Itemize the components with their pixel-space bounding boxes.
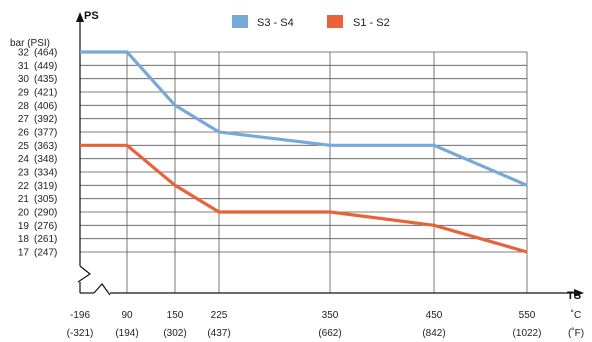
y-tick-label-psi: (334) [34,168,57,179]
y-tick-label-bar: 18 [18,234,30,245]
x-axis-title: TS [567,290,581,302]
y-tick-label-bar: 17 [18,248,30,259]
y-tick-label-bar: 23 [18,168,30,179]
y-tick-label-psi: (377) [34,128,57,139]
y-tick-label-bar: 29 [18,88,30,99]
y-axis-arrow [76,12,84,22]
series-line-1 [80,143,528,254]
y-tick-label-psi: (290) [34,208,57,219]
y-axis-unit-label: bar (PSI) [10,38,50,49]
y-tick-label-bar: 32 [18,48,30,59]
labels: PS bar (PSI) TS 32 (464) 31 (449) 30 (435) 29 (421… [10,10,584,339]
y-tick-label-psi: (348) [34,154,57,165]
axes [76,12,584,297]
x-tick-label-c: 90 [121,310,133,321]
series [80,50,528,254]
y-tick-label-psi: (261) [34,234,57,245]
y-tick-label-psi: (319) [34,181,57,192]
y-tick-label-psi: (464) [34,48,57,59]
y-tick-label-bar: 21 [18,194,30,205]
y-tick-label-bar: 26 [18,128,30,139]
y-tick-label-bar: 20 [18,208,30,219]
y-tick-label-bar: 28 [18,101,30,112]
x-tick-label-f: (-321) [67,328,94,339]
y-tick-label-psi: (247) [34,248,57,259]
y-tick-label-psi: (406) [34,101,57,112]
y-tick-label-psi: (421) [34,88,57,99]
y-tick-label-bar: 30 [18,74,30,85]
y-tick-label-psi: (363) [34,141,57,152]
x-tick-label-c: 150 [167,310,184,321]
x-tick-label-c: 225 [211,310,228,321]
y-axis-title: PS [84,10,99,22]
x-tick-label-f: (437) [207,328,230,339]
x-tick-label-c: 350 [322,310,339,321]
y-tick-label-psi: (449) [34,61,57,72]
y-tick-label-bar: 25 [18,141,30,152]
x-axis-break [93,283,111,296]
y-tick-label-psi: (435) [34,74,57,85]
legend: S3 - S4 S1 - S2 [232,15,390,29]
y-tick-label-bar: 22 [18,181,30,192]
x-tick-label-f: (194) [115,328,138,339]
legend-label-1: S1 - S2 [353,17,390,29]
x-tick-label-f: (1022) [513,328,542,339]
legend-label-0: S3 - S4 [257,17,294,29]
y-tick-label-psi: (276) [34,221,57,232]
y-tick-label-bar: 19 [18,221,30,232]
legend-swatch-0 [232,15,248,28]
x-tick-label-c: 450 [426,310,443,321]
series-line-0 [80,50,528,187]
y-tick-label-bar: 31 [18,61,30,72]
x-tick-label-f: (302) [163,328,186,339]
y-tick-label-psi: (305) [34,194,57,205]
y-tick-label-bar: 27 [18,114,30,125]
legend-swatch-1 [327,15,343,28]
x-axis-arrow [574,289,584,297]
x-tick-label-f: (662) [318,328,341,339]
x-unit-c: ˚C [571,309,582,321]
x-tick-label-c: 550 [519,310,536,321]
y-tick-label-psi: (392) [34,114,57,125]
y-axis-break [77,265,92,283]
x-unit-f: (˚F) [568,327,584,339]
grid [80,51,528,293]
x-tick-label-f: (842) [422,328,445,339]
x-tick-label-c: -196 [70,310,90,321]
y-tick-label-bar: 24 [18,154,30,165]
